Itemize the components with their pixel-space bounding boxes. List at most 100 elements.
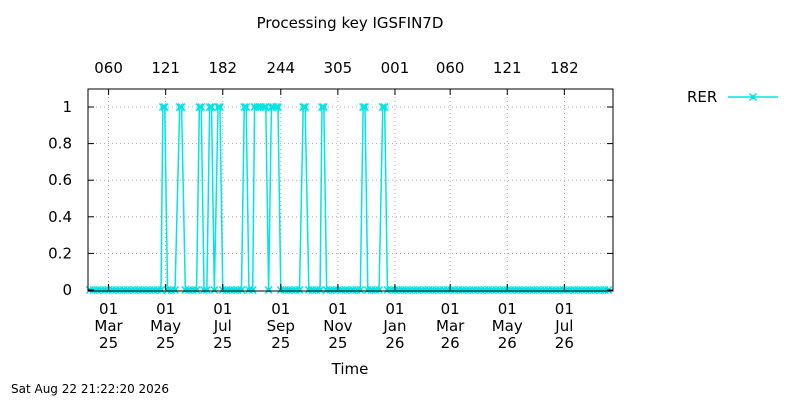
point-mark bbox=[415, 288, 420, 292]
point-mark bbox=[407, 288, 412, 292]
point-mark bbox=[266, 288, 271, 292]
point-mark bbox=[430, 288, 435, 292]
point-mark bbox=[102, 288, 107, 292]
point-mark bbox=[542, 288, 547, 292]
point-mark bbox=[546, 288, 551, 292]
x-tick-label-day: 01 bbox=[99, 300, 118, 318]
point-mark bbox=[114, 288, 119, 292]
data-point bbox=[360, 102, 370, 112]
point-mark bbox=[117, 288, 122, 292]
point-mark bbox=[568, 288, 573, 292]
x-tick-label-top: 060 bbox=[436, 59, 465, 77]
point-mark bbox=[110, 288, 115, 292]
point-mark bbox=[144, 288, 149, 292]
point-mark bbox=[471, 288, 476, 292]
x-tick-label-month: Jan bbox=[382, 317, 406, 335]
point-mark bbox=[99, 288, 104, 292]
legend bbox=[728, 92, 778, 102]
x-axis-top: 060 121 182 244 305 001 060 121 182 bbox=[94, 59, 579, 95]
point-mark bbox=[516, 288, 521, 292]
point-mark bbox=[565, 288, 570, 292]
point-mark bbox=[125, 288, 130, 292]
x-tick-label-month: Jul bbox=[213, 317, 232, 335]
point-mark bbox=[523, 288, 528, 292]
point-mark bbox=[169, 288, 174, 292]
x-tick-label-year: 26 bbox=[441, 334, 460, 352]
point-mark bbox=[527, 288, 532, 292]
point-mark bbox=[350, 288, 355, 292]
point-mark bbox=[404, 288, 409, 292]
point-mark bbox=[456, 288, 461, 292]
point-mark bbox=[422, 288, 427, 292]
x-tick-label-year: 26 bbox=[555, 334, 574, 352]
point-mark bbox=[199, 105, 204, 109]
point-mark bbox=[464, 288, 469, 292]
point-mark bbox=[339, 288, 344, 292]
point-mark bbox=[354, 288, 359, 292]
point-mark bbox=[419, 288, 424, 292]
point-mark bbox=[290, 288, 295, 292]
point-mark bbox=[494, 288, 499, 292]
data-point bbox=[356, 285, 365, 295]
point-mark bbox=[591, 288, 596, 292]
data-point bbox=[316, 285, 325, 295]
legend-label: RER bbox=[687, 88, 718, 106]
point-mark bbox=[297, 288, 302, 292]
point-mark bbox=[460, 288, 465, 292]
x-tick-label-day: 01 bbox=[385, 300, 404, 318]
x-tick-label-day: 01 bbox=[498, 300, 517, 318]
x-axis-bottom: 01Mar2501May2501Jul2501Sep2501Nov2501Jan… bbox=[94, 284, 574, 352]
data-point bbox=[160, 102, 169, 112]
point-mark bbox=[293, 288, 298, 292]
point-mark bbox=[324, 288, 329, 292]
point-mark bbox=[550, 288, 555, 292]
point-mark bbox=[452, 288, 457, 292]
point-mark bbox=[204, 288, 209, 292]
point-mark bbox=[314, 288, 319, 292]
data-point bbox=[380, 102, 389, 112]
data-point bbox=[197, 102, 206, 112]
point-mark bbox=[572, 288, 577, 292]
x-tick-label-month: May bbox=[150, 317, 181, 335]
point-mark bbox=[321, 105, 326, 109]
point-mark bbox=[132, 288, 137, 292]
data-point bbox=[237, 285, 246, 295]
legend-marker-core bbox=[751, 95, 755, 99]
data-point bbox=[375, 285, 384, 295]
point-mark bbox=[140, 288, 145, 292]
y-tick-label: 0.8 bbox=[48, 135, 72, 153]
point-mark bbox=[187, 288, 192, 292]
x-tick-label-month: Mar bbox=[94, 317, 123, 335]
point-mark bbox=[377, 288, 382, 292]
point-mark bbox=[479, 288, 484, 292]
point-mark bbox=[557, 288, 562, 292]
point-mark bbox=[369, 288, 374, 292]
x-tick-label-day: 01 bbox=[156, 300, 175, 318]
point-mark bbox=[445, 288, 450, 292]
point-mark bbox=[347, 288, 352, 292]
point-mark bbox=[259, 105, 264, 109]
point-mark bbox=[400, 288, 405, 292]
point-mark bbox=[147, 288, 152, 292]
point-mark bbox=[235, 288, 240, 292]
point-mark bbox=[411, 288, 416, 292]
point-mark bbox=[231, 288, 236, 292]
point-mark bbox=[155, 288, 160, 292]
y-tick-label: 0 bbox=[62, 281, 72, 299]
x-tick-label-month: May bbox=[492, 317, 523, 335]
y-tick-label: 0.6 bbox=[48, 171, 72, 189]
point-mark bbox=[449, 288, 454, 292]
data-point bbox=[215, 102, 224, 112]
point-mark bbox=[467, 288, 472, 292]
point-mark bbox=[426, 288, 431, 292]
point-mark bbox=[202, 288, 207, 292]
point-mark bbox=[343, 288, 348, 292]
point-mark bbox=[441, 288, 446, 292]
x-tick-label-day: 01 bbox=[441, 300, 460, 318]
x-tick-label-day: 01 bbox=[328, 300, 347, 318]
point-mark bbox=[286, 288, 291, 292]
series-line bbox=[89, 106, 609, 291]
point-mark bbox=[239, 288, 244, 292]
point-mark bbox=[158, 288, 163, 292]
